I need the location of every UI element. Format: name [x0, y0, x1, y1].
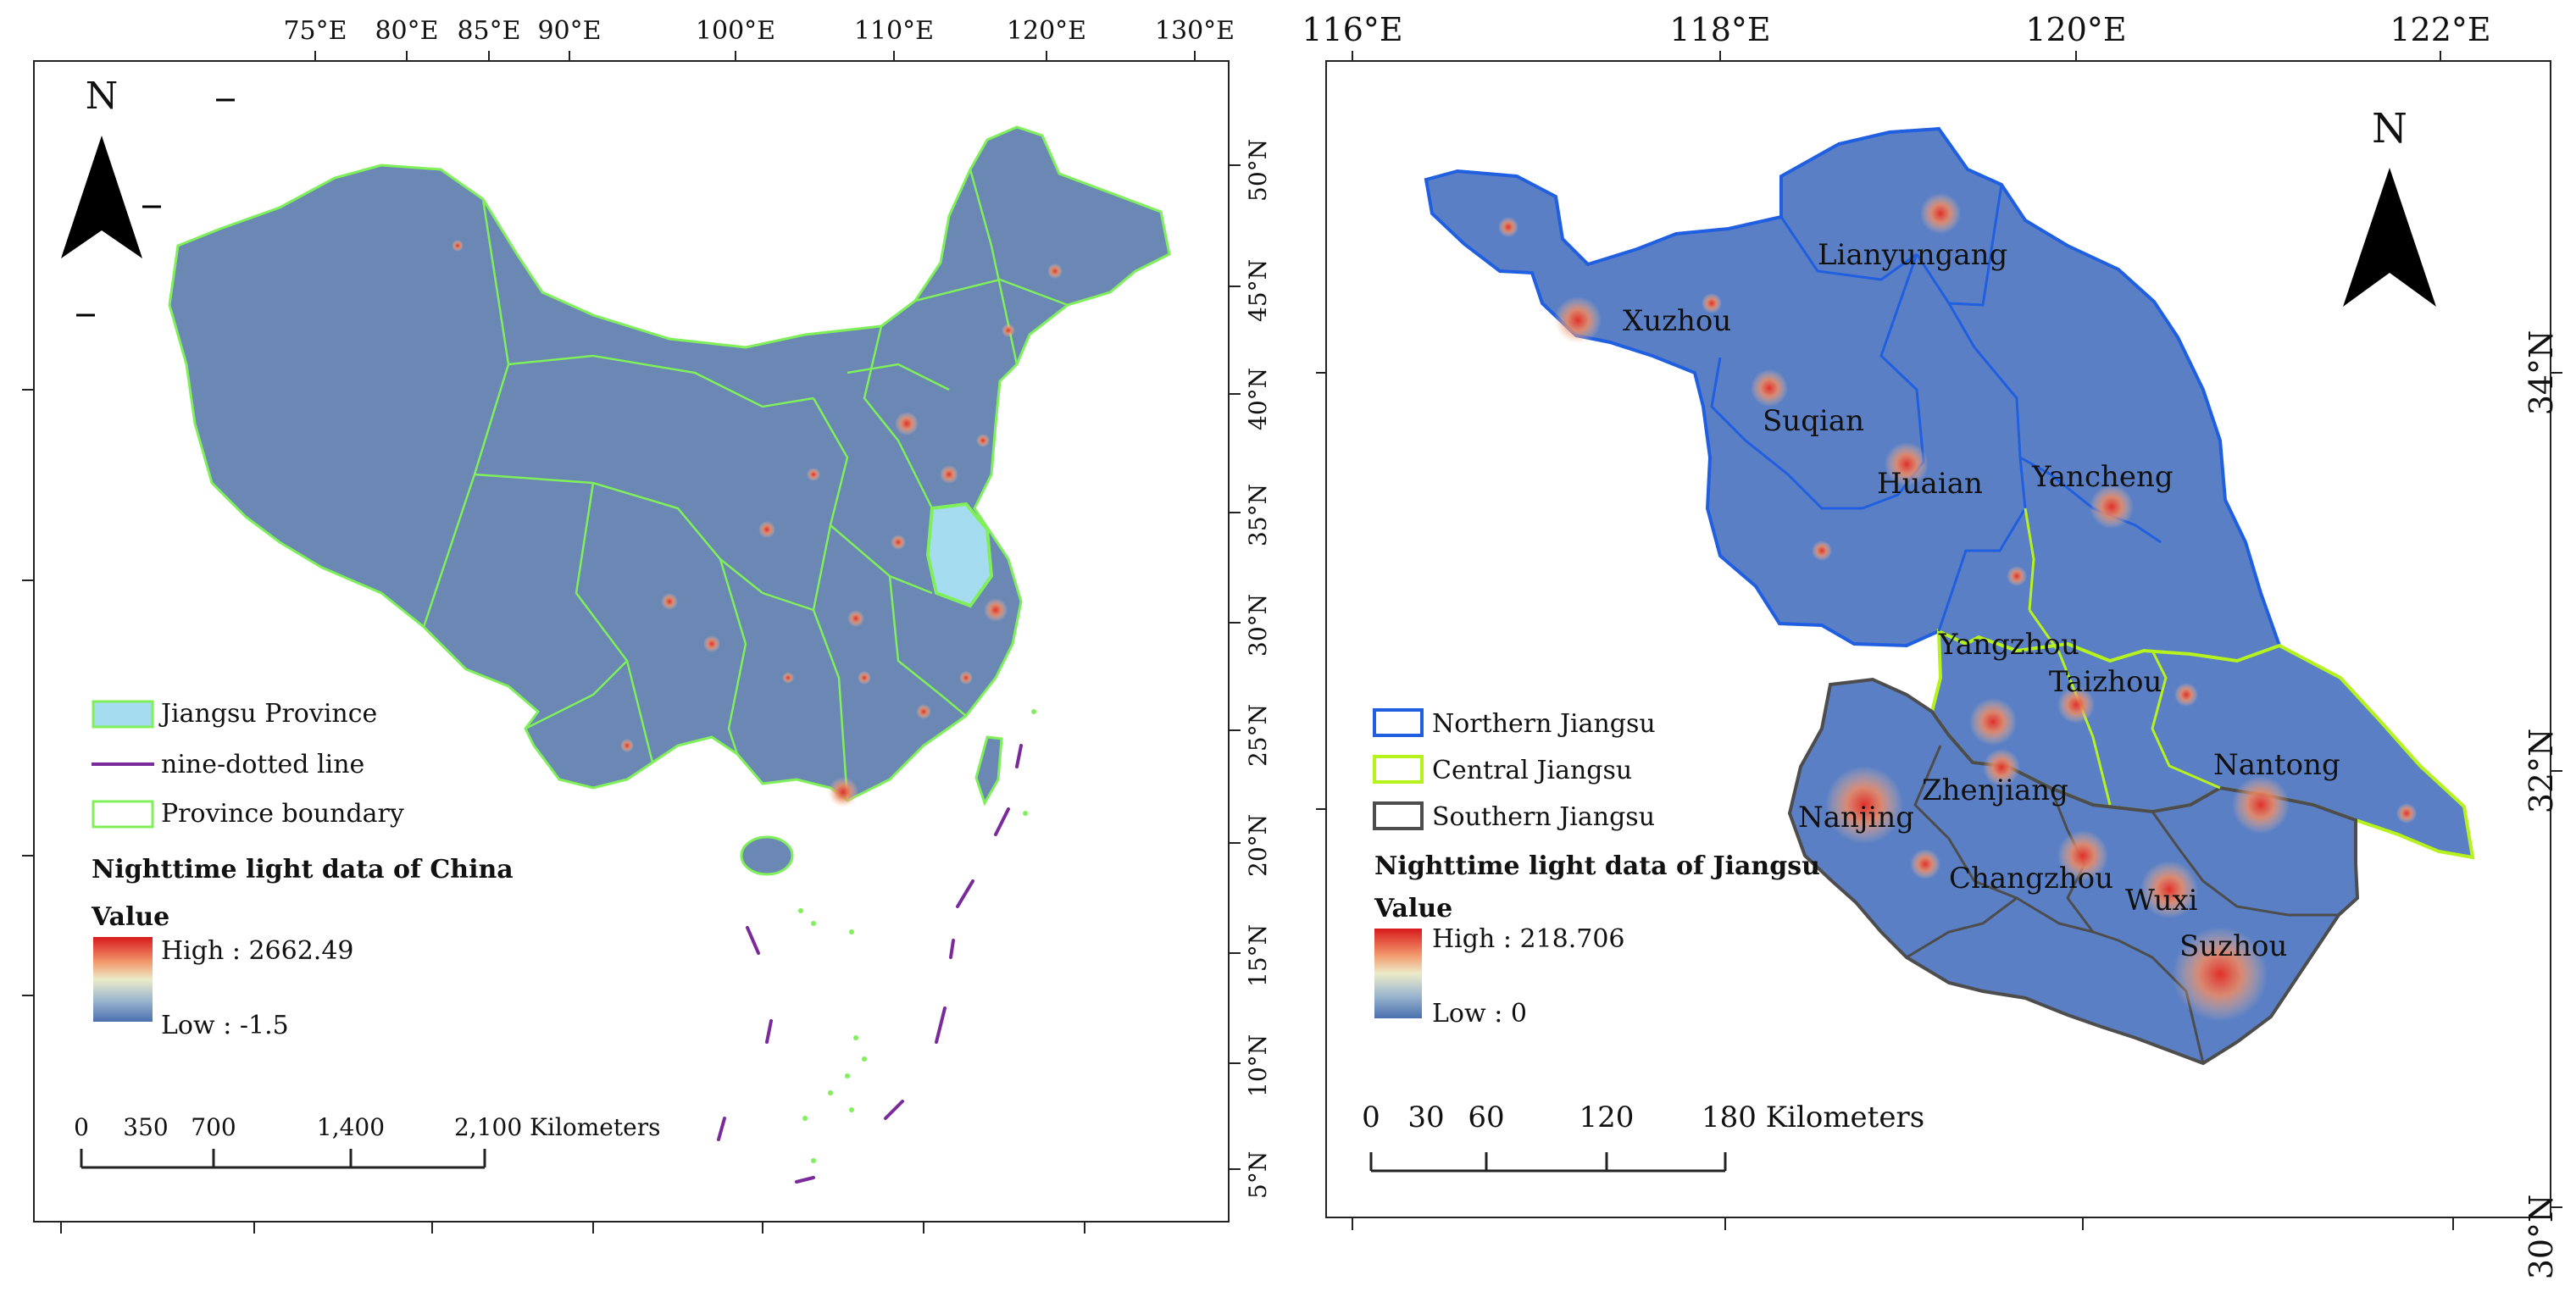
china-lon-tick-label: 75°E: [283, 16, 347, 46]
city-label-suzhou: Suzhou: [2179, 929, 2287, 963]
city-label-huaian: Huaian: [1877, 467, 1983, 501]
city-label-xuzhou: Xuzhou: [1623, 304, 1731, 338]
legend-label-nine-dotted: nine-dotted line: [161, 750, 364, 779]
jiangsu-legend-high: High : 218.706: [1432, 924, 1625, 954]
jiangsu-north-label: N: [2372, 105, 2407, 152]
scale-tick-label: 0: [74, 1113, 89, 1141]
legend-swatch-southern: [1373, 801, 1424, 830]
china-lon-tick-label: 100°E: [696, 16, 775, 46]
hainan-island: [740, 835, 794, 876]
jiangsu-lon-tick-label: 122°E: [2390, 11, 2490, 48]
city-label-nantong: Nantong: [2213, 748, 2340, 782]
china-legend: Jiangsu Province nine-dotted line Provin…: [91, 699, 514, 1040]
city-labels: Lianyungang Xuzhou Suqian Huaian Yanchen…: [1623, 238, 2340, 963]
scale-tick-label: 0: [1362, 1101, 1380, 1134]
china-north-label: N: [86, 75, 119, 118]
legend-label-jiangsu: Jiangsu Province: [158, 699, 377, 729]
legend-label-province: Province boundary: [161, 799, 404, 829]
city-label-taizhou: Taizhou: [2049, 665, 2162, 699]
legend-swatch-province: [92, 800, 154, 829]
city-label-yancheng: Yancheng: [2031, 460, 2174, 494]
jiangsu-map-panel: 116°E 118°E 120°E 122°E 34°N 32°N 30°N N: [1302, 11, 2562, 1279]
legend-swatch-northern: [1373, 708, 1424, 737]
city-label-changzhou: Changzhou: [1949, 862, 2113, 895]
china-top-ticks: [314, 51, 1196, 61]
scale-tick-label: 180 Kilometers: [1702, 1101, 1924, 1134]
china-lon-tick-label: 80°E: [375, 16, 438, 46]
china-legend-high: High : 2662.49: [161, 936, 354, 966]
china-north-arrow: N: [61, 75, 235, 317]
china-lat-tick-label: 40°N: [1244, 368, 1272, 430]
jiangsu-north-arrow: N: [2343, 105, 2436, 307]
china-city-lights: [452, 240, 1063, 807]
china-lat-tick-label: 25°N: [1244, 704, 1272, 767]
jiangsu-province-highlight: [925, 502, 994, 608]
jiangsu-color-ramp: [1374, 929, 1422, 1018]
scale-tick-label: 60: [1468, 1101, 1504, 1134]
jiangsu-city-boundaries: [1710, 184, 2339, 1064]
jiangsu-legend-title: Nighttime light data of Jiangsu: [1374, 851, 1820, 881]
scale-tick-label: 120: [1579, 1101, 1635, 1134]
jiangsu-lon-tick-label: 116°E: [1302, 11, 1402, 48]
legend-label-southern: Southern Jiangsu: [1432, 802, 1655, 832]
china-lon-tick-label: 90°E: [537, 16, 601, 46]
china-lat-tick-label: 5°N: [1244, 1151, 1272, 1199]
china-legend-low: Low : -1.5: [161, 1011, 289, 1040]
jiangsu-lat-tick-label: 34°N: [2523, 330, 2560, 416]
china-legend-title: Nighttime light data of China: [92, 855, 514, 884]
legend-label-central: Central Jiangsu: [1432, 756, 1632, 785]
jiangsu-legend-value: Value: [1374, 894, 1452, 923]
china-lat-tick-label: 20°N: [1244, 814, 1272, 877]
south-china-sea-islands: [798, 709, 1036, 1163]
city-label-yangzhou: Yangzhou: [1938, 628, 2079, 662]
china-lat-tick-label: 50°N: [1244, 139, 1272, 202]
scale-tick-label: 350: [123, 1113, 168, 1141]
jiangsu-legend-low: Low : 0: [1432, 999, 1527, 1029]
china-lat-tick-label: 35°N: [1244, 484, 1272, 546]
china-landmass: [168, 125, 1171, 802]
jiangsu-scale-bar: 0 30 60 120 180 Kilometers: [1362, 1101, 1924, 1173]
china-lon-tick-label: 85°E: [457, 16, 520, 46]
jiangsu-lat-tick-label: 30°N: [2523, 1195, 2560, 1280]
china-lat-tick-label: 45°N: [1244, 259, 1272, 322]
scale-tick-label: 30: [1407, 1101, 1444, 1134]
city-label-zhenjiang: Zhenjiang: [1922, 773, 2068, 807]
jiangsu-city-lights: [1498, 193, 2417, 1022]
city-label-suqian: Suqian: [1763, 404, 1864, 438]
legend-swatch-central: [1373, 755, 1424, 784]
north-arrow-icon: [61, 136, 142, 258]
city-label-nanjing: Nanjing: [1798, 801, 1914, 834]
china-map-panel: 75°E 80°E 85°E 90°E 100°E 110°E 120°E 13…: [22, 16, 1272, 1234]
china-lon-tick-label: 110°E: [854, 16, 934, 46]
china-lat-tick-label: 10°N: [1244, 1034, 1272, 1097]
jiangsu-legend: Northern Jiangsu Central Jiangsu Souther…: [1373, 708, 1820, 1029]
north-arrow-icon: [2343, 168, 2436, 307]
china-lat-tick-label: 15°N: [1244, 924, 1272, 987]
china-color-ramp: [93, 937, 153, 1022]
scale-tick-label: 1,400: [317, 1113, 385, 1141]
city-label-wuxi: Wuxi: [2125, 884, 2198, 918]
jiangsu-lon-tick-label: 118°E: [1669, 11, 1770, 48]
taiwan-island: [974, 735, 1003, 807]
jiangsu-lon-tick-label: 120°E: [2025, 11, 2126, 48]
legend-swatch-jiangsu: [92, 700, 154, 729]
scale-tick-label: 700: [191, 1113, 236, 1141]
city-label-lianyungang: Lianyungang: [1818, 238, 2007, 272]
legend-label-northern: Northern Jiangsu: [1432, 709, 1656, 739]
china-scale-bar: 0 350 700 1,400 2,100 Kilometers: [74, 1113, 660, 1169]
china-lon-tick-label: 120°E: [1007, 16, 1086, 46]
jiangsu-lat-tick-label: 32°N: [2523, 729, 2560, 814]
china-legend-value: Value: [91, 902, 169, 932]
province-boundaries: [422, 169, 1069, 801]
china-lat-tick-label: 30°N: [1244, 594, 1272, 657]
china-lon-tick-label: 130°E: [1155, 16, 1235, 46]
scale-tick-label: 2,100 Kilometers: [454, 1113, 660, 1141]
china-frame-ticks: [22, 164, 1241, 1234]
nine-dotted-line: [717, 744, 1023, 1184]
